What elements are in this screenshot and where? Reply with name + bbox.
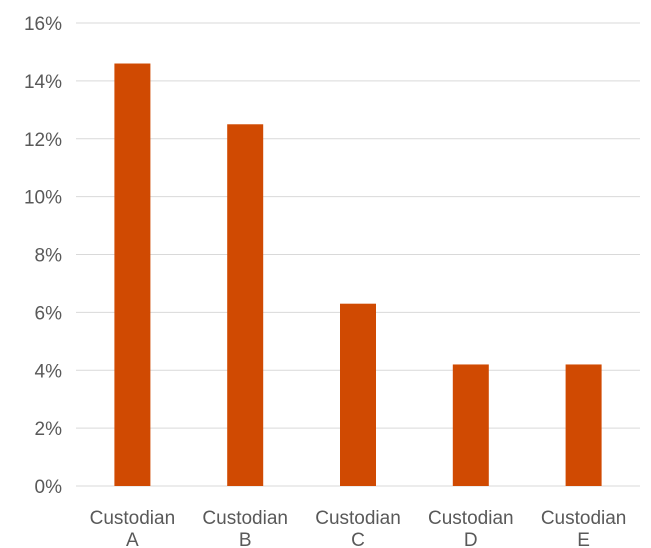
y-tick-label: 6% bbox=[35, 303, 63, 324]
y-tick-label: 8% bbox=[35, 246, 63, 267]
x-category-label: Custodian C bbox=[315, 508, 401, 548]
y-tick-label: 10% bbox=[24, 188, 62, 209]
y-tick-label: 14% bbox=[24, 72, 62, 93]
x-axis-category-labels: Custodian A Custodian B Custodian C Custodian D… bbox=[90, 508, 627, 548]
bars bbox=[114, 63, 602, 486]
x-category-label: Custodian E bbox=[541, 508, 627, 548]
y-tick-label: 2% bbox=[35, 419, 63, 440]
y-tick-label: 12% bbox=[24, 130, 62, 151]
bar bbox=[565, 364, 602, 486]
gridlines bbox=[76, 22, 640, 487]
bar bbox=[452, 364, 489, 486]
x-category-label: Custodian B bbox=[202, 508, 288, 548]
bar bbox=[114, 63, 151, 486]
x-category-label: Custodian A bbox=[90, 508, 176, 548]
y-tick-label: 0% bbox=[35, 477, 63, 498]
y-tick-label: 4% bbox=[35, 361, 63, 382]
bar bbox=[340, 303, 376, 486]
x-category-label: Custodian D bbox=[428, 508, 514, 548]
y-tick-label: 16% bbox=[24, 14, 62, 35]
y-axis-tick-labels: 0% 2% 4% 6% 8% 10% 12% 14% 16% bbox=[24, 14, 62, 498]
bar bbox=[227, 124, 264, 486]
